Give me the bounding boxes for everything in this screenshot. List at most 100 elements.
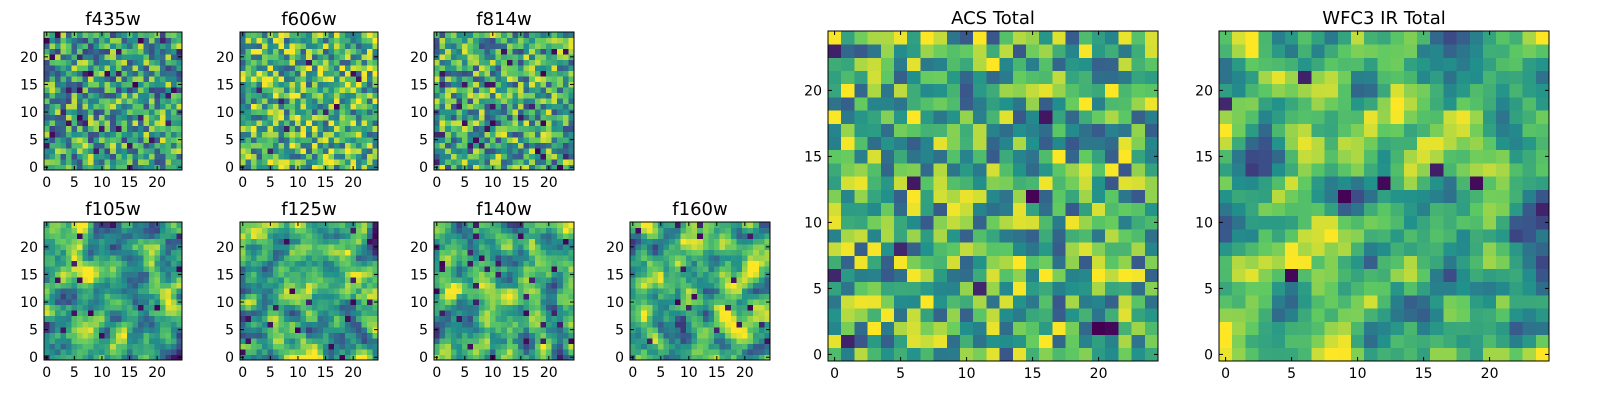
- heatmap-cell: [512, 293, 519, 300]
- heatmap-cell: [708, 321, 715, 328]
- heatmap-cell: [473, 354, 480, 361]
- heatmap-cell: [322, 153, 329, 160]
- heatmap-cell: [462, 147, 468, 154]
- heatmap-cell: [306, 271, 313, 278]
- heatmap-cell: [1026, 242, 1040, 256]
- heatmap-cell: [529, 348, 536, 355]
- heatmap-cell: [115, 255, 122, 262]
- heatmap-cell: [300, 32, 307, 38]
- heatmap-cell: [110, 48, 117, 55]
- heatmap-cell: [289, 266, 296, 273]
- heatmap-cell: [143, 304, 150, 311]
- heatmap-cell: [562, 222, 569, 228]
- heatmap-cell: [115, 315, 122, 322]
- heatmap-cell: [273, 299, 280, 306]
- heatmap-cell: [333, 222, 340, 228]
- heatmap-cell: [546, 310, 552, 317]
- heatmap-cell: [484, 87, 491, 94]
- heatmap-cell: [439, 120, 446, 127]
- heatmap-cell: [557, 76, 564, 83]
- heatmap-cell: [933, 281, 948, 296]
- heatmap-cell: [854, 255, 868, 269]
- heatmap-cell: [284, 131, 291, 138]
- heatmap-cell: [708, 282, 715, 289]
- heatmap-cell: [1144, 334, 1159, 349]
- heatmap-cell: [104, 136, 111, 143]
- heatmap-cell: [758, 315, 765, 322]
- heatmap-cell: [121, 164, 128, 171]
- heatmap-cell: [176, 120, 183, 127]
- heatmap-cell: [240, 288, 246, 295]
- heatmap-cell: [170, 142, 177, 149]
- heatmap-cell: [322, 147, 329, 154]
- heatmap-cell: [663, 343, 670, 350]
- heatmap-cell: [450, 59, 457, 66]
- heatmap-cell: [137, 260, 144, 267]
- heatmap-cell: [484, 288, 491, 295]
- heatmap-cell: [495, 293, 502, 300]
- heatmap-cell: [506, 343, 513, 350]
- heatmap-cell: [344, 76, 351, 83]
- heatmap-cell: [680, 343, 687, 350]
- heatmap-cell: [165, 103, 172, 110]
- heatmap-cell: [333, 310, 340, 317]
- heatmap-cell: [652, 222, 659, 228]
- heatmap-cell: [518, 332, 524, 339]
- heatmap-cell: [529, 70, 536, 77]
- heatmap-cell: [697, 282, 704, 289]
- heatmap-cell: [289, 92, 296, 99]
- heatmap-cell: [344, 54, 351, 60]
- heatmap-cell: [176, 32, 183, 38]
- heatmap-cell: [702, 222, 709, 228]
- heatmap-cell: [60, 109, 67, 116]
- y-tick-label: 15: [606, 267, 624, 283]
- heatmap-cell: [467, 142, 474, 149]
- heatmap-cell: [137, 147, 144, 154]
- heatmap-cell: [719, 304, 726, 311]
- heatmap-cell: [71, 227, 78, 234]
- heatmap-cell: [306, 255, 313, 262]
- heatmap-cell: [747, 337, 754, 344]
- heatmap-cell: [251, 43, 257, 49]
- heatmap-cell: [49, 244, 56, 250]
- heatmap-cell: [697, 321, 704, 328]
- heatmap-cell: [77, 299, 84, 306]
- heatmap-cell: [512, 48, 519, 55]
- heatmap-cell: [680, 304, 687, 311]
- heatmap-cell: [132, 136, 139, 143]
- heatmap-cell: [99, 321, 106, 328]
- heatmap-cell: [702, 321, 709, 328]
- heatmap-cell: [546, 120, 552, 127]
- heatmap-cell: [933, 295, 948, 309]
- heatmap-cell: [736, 293, 743, 300]
- heatmap-cell: [697, 255, 704, 262]
- heatmap-cell: [641, 354, 648, 361]
- heatmap-cell: [534, 147, 541, 154]
- heatmap-cell: [306, 54, 313, 60]
- heatmap-cell: [674, 277, 681, 284]
- heatmap-cell: [742, 310, 748, 317]
- heatmap-cell: [462, 65, 468, 72]
- heatmap-cell: [355, 288, 362, 295]
- heatmap-cell: [148, 76, 155, 83]
- heatmap-cell: [126, 98, 133, 105]
- y-tick-label: 5: [225, 323, 234, 339]
- heatmap-cell: [71, 244, 78, 250]
- heatmap-cell: [267, 304, 274, 311]
- heatmap-cell: [841, 321, 855, 335]
- heatmap-cell: [44, 227, 50, 234]
- heatmap-cell: [484, 136, 491, 143]
- heatmap-cell: [658, 255, 664, 262]
- heatmap-cell: [725, 354, 732, 361]
- heatmap-cell: [284, 142, 291, 149]
- heatmap-cell: [1012, 281, 1027, 296]
- heatmap-cell: [350, 70, 357, 77]
- heatmap-cell: [60, 337, 67, 344]
- heatmap-cell: [512, 103, 519, 110]
- heatmap-cell: [473, 48, 480, 55]
- heatmap-cell: [450, 70, 457, 77]
- heatmap-cell: [132, 310, 139, 317]
- heatmap-cell: [747, 227, 754, 234]
- heatmap-cell: [523, 260, 530, 267]
- heatmap-cell: [245, 142, 252, 149]
